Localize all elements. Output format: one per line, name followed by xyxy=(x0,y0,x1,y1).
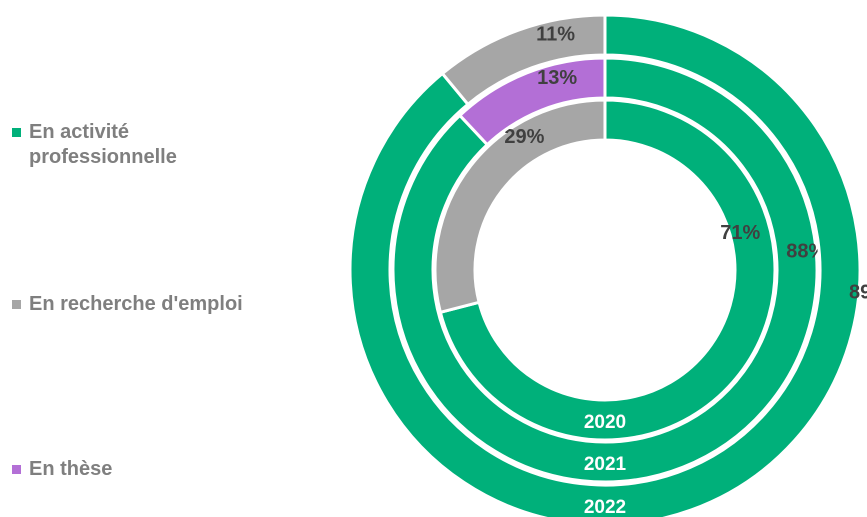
ring-label: 2020 xyxy=(584,412,626,433)
legend-item: En activité professionnelle xyxy=(12,120,352,170)
legend-swatch xyxy=(12,465,21,474)
ring-segment xyxy=(348,13,862,517)
data-label: 13% xyxy=(537,67,577,89)
data-label: 71% xyxy=(720,222,760,244)
ring-segment xyxy=(391,56,819,484)
ring-segment xyxy=(433,98,607,315)
legend-swatch xyxy=(12,300,21,309)
data-label: 29% xyxy=(504,126,544,148)
data-label: 88% xyxy=(786,241,826,263)
legend-item: En thèse xyxy=(12,457,352,482)
ring-label: 2021 xyxy=(584,454,627,475)
legend-item: En recherche d'emploi xyxy=(12,292,352,317)
legend-label: En recherche d'emploi xyxy=(29,293,243,315)
ring-segment xyxy=(457,56,607,147)
legend-swatch xyxy=(12,128,21,137)
legend-label: En thèse xyxy=(29,458,113,480)
data-label: 11% xyxy=(536,23,575,45)
ring-segment xyxy=(440,13,607,107)
ring-label: 2022 xyxy=(584,497,626,517)
data-label: 89% xyxy=(849,281,867,303)
legend-label: En activité professionnelle xyxy=(29,121,177,168)
ring-segment xyxy=(438,98,777,442)
